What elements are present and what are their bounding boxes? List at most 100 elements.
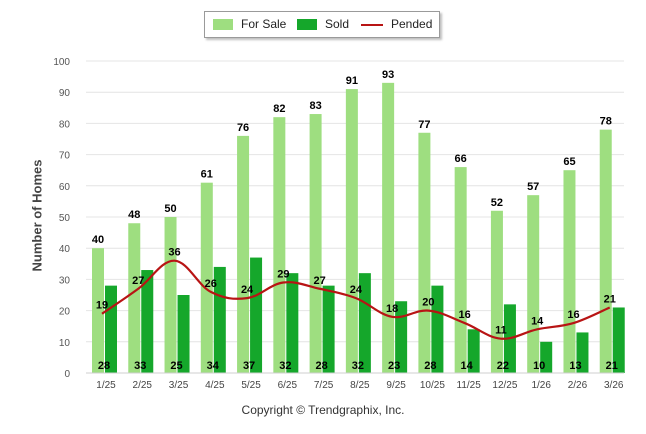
- bar-for-sale: [490, 210, 503, 373]
- data-label-sold: 25: [170, 360, 182, 372]
- bar-for-sale: [599, 129, 612, 373]
- y-tick-label: 100: [53, 57, 70, 68]
- data-label-pended: 18: [386, 303, 398, 315]
- data-label-pended: 16: [567, 309, 579, 321]
- y-tick-label: 80: [59, 119, 71, 130]
- x-tick-label: 1/25: [96, 380, 116, 391]
- data-label-pended: 21: [604, 293, 616, 305]
- bar-sold: [213, 266, 226, 373]
- data-label-for-sale: 65: [563, 156, 575, 168]
- data-label-for-sale: 83: [309, 100, 321, 112]
- x-tick-label: 9/25: [386, 380, 406, 391]
- bar-sold: [431, 285, 444, 373]
- legend-item-sold: Sold: [297, 12, 353, 37]
- x-tick-label: 3/26: [604, 380, 624, 391]
- y-tick-label: 30: [59, 275, 71, 286]
- data-label-for-sale: 78: [600, 116, 612, 128]
- bar-sold: [141, 270, 154, 373]
- bar-for-sale: [382, 82, 395, 373]
- bar-sold: [250, 257, 263, 373]
- data-label-for-sale: 66: [455, 153, 467, 165]
- bar-sold: [322, 285, 335, 373]
- y-tick-label: 60: [59, 182, 71, 193]
- bar-for-sale: [527, 195, 540, 373]
- y-tick-label: 20: [59, 307, 71, 318]
- y-tick-label: 40: [59, 244, 71, 255]
- x-tick-label: 12/25: [492, 380, 517, 391]
- data-label-sold: 10: [533, 360, 545, 372]
- legend-swatch-for-sale: [213, 19, 233, 30]
- data-label-pended: 11: [495, 325, 507, 337]
- bar-sold: [105, 285, 117, 373]
- x-tick-label: 4/25: [205, 380, 225, 391]
- bar-for-sale: [237, 135, 250, 373]
- bar-for-sale: [92, 248, 104, 373]
- legend-line-pended: [361, 24, 383, 26]
- bar-for-sale: [164, 217, 177, 373]
- y-tick-label: 90: [59, 88, 71, 99]
- bar-for-sale: [128, 223, 141, 373]
- x-tick-label: 2/25: [133, 380, 153, 391]
- data-label-pended: 20: [422, 297, 434, 309]
- pended-line: [101, 259, 611, 340]
- data-label-sold: 13: [569, 360, 581, 372]
- data-label-sold: 22: [497, 360, 509, 372]
- data-label-sold: 32: [352, 360, 364, 372]
- legend-swatch-sold: [297, 19, 317, 30]
- data-label-for-sale: 52: [491, 197, 503, 209]
- x-tick-label: 2/26: [568, 380, 588, 391]
- x-tick-label: 1/26: [531, 380, 551, 391]
- bar-for-sale: [200, 182, 213, 373]
- y-tick-label: 70: [59, 151, 71, 162]
- x-tick-label: 3/25: [169, 380, 189, 391]
- data-label-sold: 32: [279, 360, 291, 372]
- x-tick-label: 11/25: [457, 380, 482, 391]
- y-tick-label: 0: [64, 369, 70, 380]
- bar-sold: [467, 329, 480, 373]
- data-label-pended: 36: [168, 247, 180, 259]
- data-label-for-sale: 57: [527, 181, 539, 193]
- data-label-pended: 24: [350, 284, 363, 296]
- y-tick-label: 50: [59, 213, 71, 224]
- data-label-sold: 21: [606, 360, 618, 372]
- data-label-pended: 24: [241, 284, 254, 296]
- legend-item-pended: Pended: [361, 12, 435, 37]
- data-label-for-sale: 82: [273, 103, 285, 115]
- x-tick-label: 10/25: [420, 380, 445, 391]
- bar-for-sale: [273, 117, 286, 373]
- bar-sold: [395, 301, 408, 373]
- legend-label-for-sale: For Sale: [241, 17, 287, 31]
- bar-for-sale: [345, 89, 358, 373]
- bar-sold: [540, 341, 553, 373]
- bar-sold: [358, 273, 371, 373]
- data-label-pended: 27: [313, 275, 325, 287]
- data-label-for-sale: 48: [128, 209, 140, 221]
- data-label-pended: 26: [205, 278, 217, 290]
- data-label-pended: 29: [277, 269, 289, 281]
- x-tick-label: 6/25: [278, 380, 298, 391]
- data-label-sold: 28: [315, 360, 327, 372]
- bar-for-sale: [309, 114, 322, 373]
- bar-for-sale: [563, 170, 576, 373]
- data-label-for-sale: 50: [164, 203, 176, 215]
- bar-for-sale: [418, 132, 431, 373]
- x-tick-label: 7/25: [314, 380, 334, 391]
- bar-sold: [177, 295, 190, 373]
- copyright-text: Copyright © Trendgraphix, Inc.: [241, 403, 405, 417]
- legend-label-sold: Sold: [325, 17, 350, 31]
- x-tick-label: 5/25: [241, 380, 261, 391]
- data-label-sold: 34: [207, 360, 220, 372]
- legend-item-for-sale: For Sale: [213, 12, 287, 37]
- data-label-for-sale: 61: [201, 169, 213, 181]
- data-label-for-sale: 40: [92, 234, 104, 246]
- data-label-sold: 37: [243, 360, 255, 372]
- data-label-pended: 16: [459, 309, 471, 321]
- data-label-for-sale: 76: [237, 122, 249, 134]
- data-label-pended: 19: [96, 300, 108, 312]
- bar-sold: [286, 273, 299, 373]
- data-label-for-sale: 91: [346, 75, 358, 87]
- bar-for-sale: [454, 167, 467, 373]
- data-label-pended: 27: [132, 275, 144, 287]
- data-label-sold: 23: [388, 360, 400, 372]
